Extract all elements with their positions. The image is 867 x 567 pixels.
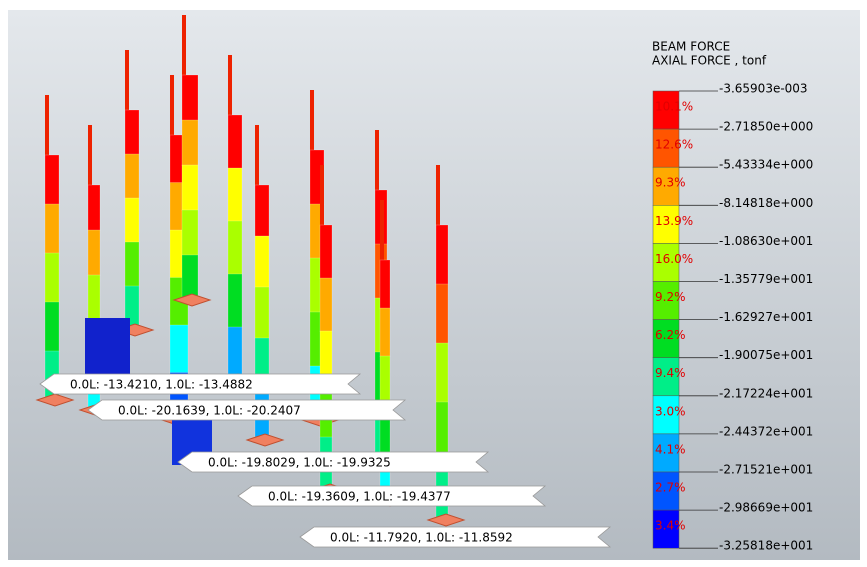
callout-text: 0.0L: -13.4210, 1.0L: -13.4882 bbox=[70, 378, 253, 392]
column-segment bbox=[255, 287, 269, 339]
column-segment bbox=[182, 120, 198, 166]
column-segment bbox=[88, 185, 100, 231]
legend-percent: 2.7% bbox=[655, 481, 686, 495]
legend-level: -1.62927e+001 bbox=[719, 310, 813, 324]
column-segment bbox=[380, 356, 390, 405]
column-segment bbox=[228, 327, 242, 381]
column-tip bbox=[228, 55, 232, 115]
callout-text: 0.0L: -19.8029, 1.0L: -19.9325 bbox=[208, 456, 391, 470]
column-tip bbox=[88, 125, 92, 185]
column-segment bbox=[320, 278, 332, 332]
legend-percent: 13.9% bbox=[655, 214, 693, 228]
legend-percent: 6.2% bbox=[655, 328, 686, 342]
legend-level: -2.17224e+001 bbox=[719, 386, 813, 400]
legend-percent: 3.0% bbox=[655, 404, 686, 418]
column-segment bbox=[45, 155, 59, 205]
column-tip bbox=[170, 75, 174, 135]
column-segment bbox=[170, 325, 188, 373]
column-segment bbox=[228, 221, 242, 275]
callout-text: 0.0L: -19.3609, 1.0L: -19.4377 bbox=[268, 490, 451, 504]
legend-percent: 10.1% bbox=[655, 100, 693, 114]
column-segment bbox=[228, 115, 242, 169]
column-segment bbox=[182, 75, 198, 121]
column-segment bbox=[380, 260, 390, 309]
column-tip bbox=[380, 200, 384, 260]
column-segment bbox=[436, 343, 448, 403]
column-tip bbox=[182, 15, 186, 75]
column-segment bbox=[88, 230, 100, 276]
legend-level: -2.71850e+000 bbox=[719, 120, 813, 134]
column-tip bbox=[45, 95, 49, 155]
column-segment bbox=[125, 110, 139, 155]
column-tip bbox=[320, 165, 324, 225]
legend-level: -1.90075e+001 bbox=[719, 348, 813, 362]
legend-level: -2.71521e+001 bbox=[719, 463, 813, 477]
column-segment bbox=[255, 236, 269, 288]
callout-text: 0.0L: -11.7920, 1.0L: -11.8592 bbox=[330, 531, 513, 545]
column-segment bbox=[125, 154, 139, 199]
legend-percent: 16.0% bbox=[655, 252, 693, 266]
legend-level: -2.98669e+001 bbox=[719, 501, 813, 515]
column-segment bbox=[436, 284, 448, 344]
column-segment bbox=[125, 198, 139, 243]
column-segment bbox=[45, 204, 59, 254]
legend-title: BEAM FORCE bbox=[652, 40, 730, 54]
column-segment bbox=[182, 210, 198, 256]
column-tip bbox=[310, 90, 314, 150]
column-segment bbox=[436, 225, 448, 285]
column-segment bbox=[182, 165, 198, 211]
column-tip bbox=[125, 50, 129, 110]
column-segment bbox=[85, 318, 130, 378]
column-segment bbox=[125, 242, 139, 287]
column-segment bbox=[45, 302, 59, 352]
legend-percent: 12.6% bbox=[655, 138, 693, 152]
column-segment bbox=[228, 274, 242, 328]
legend-level: -3.65903e-003 bbox=[719, 82, 808, 96]
legend-level: -3.25818e+001 bbox=[719, 539, 813, 553]
column-segment bbox=[88, 275, 100, 321]
legend-level: -2.44372e+001 bbox=[719, 424, 813, 438]
viewport: BEAM FORCE AXIAL FORCE , tonf 10.1% 12.6%… bbox=[0, 0, 867, 567]
column-segment bbox=[182, 255, 198, 301]
legend-percent: 9.3% bbox=[655, 176, 686, 190]
column-segment bbox=[255, 185, 269, 237]
column-tip bbox=[436, 165, 440, 225]
column-segment bbox=[228, 168, 242, 222]
legend-level: -1.35779e+001 bbox=[719, 272, 813, 286]
callout-text: 0.0L: -20.1639, 1.0L: -20.2407 bbox=[118, 404, 301, 418]
legend-level: -5.43334e+000 bbox=[719, 158, 813, 172]
legend-subtitle: AXIAL FORCE , tonf bbox=[652, 54, 767, 68]
legend-percent: 9.4% bbox=[655, 366, 686, 380]
legend-percent: 4.1% bbox=[655, 442, 686, 456]
column-segment bbox=[380, 308, 390, 357]
legend-level: -8.14818e+000 bbox=[719, 196, 813, 210]
column-tip bbox=[255, 125, 259, 185]
column-tip bbox=[375, 130, 379, 190]
legend-level: -1.08630e+001 bbox=[719, 234, 813, 248]
column-segment bbox=[320, 225, 332, 279]
legend-percent: 9.2% bbox=[655, 290, 686, 304]
column-segment bbox=[45, 253, 59, 303]
legend-percent: 3.4% bbox=[655, 519, 686, 533]
